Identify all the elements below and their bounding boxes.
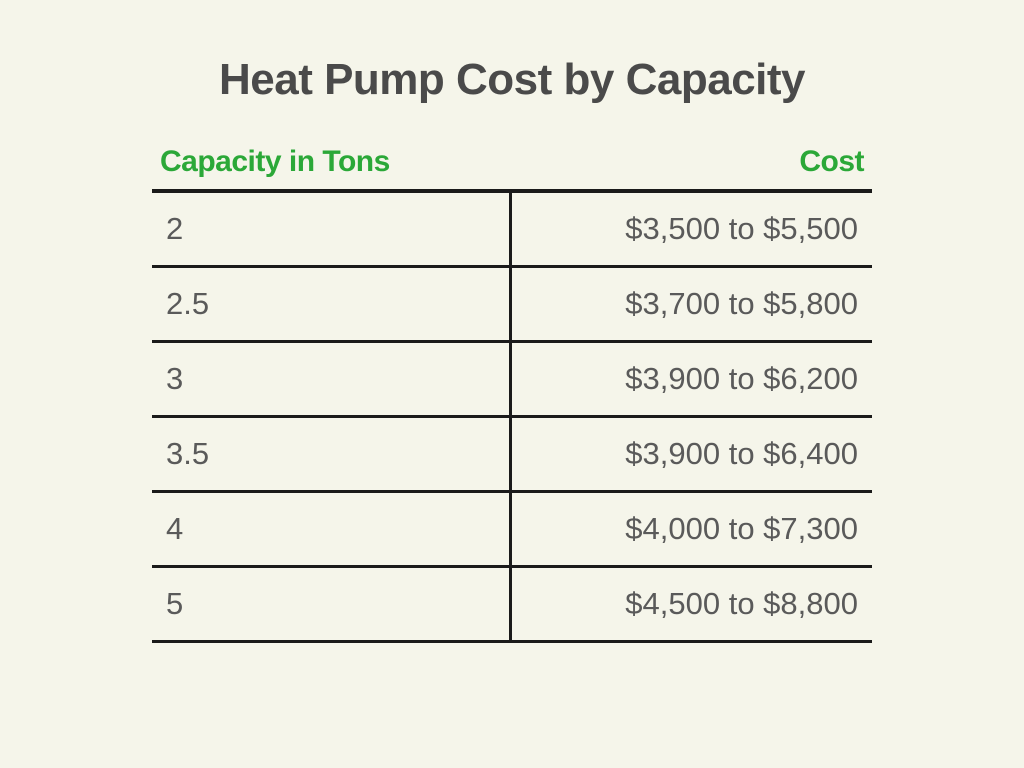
cost-cell: $3,900 to $6,400 — [512, 418, 872, 490]
page-title: Heat Pump Cost by Capacity — [219, 55, 805, 105]
header-cost: Cost — [799, 145, 864, 179]
capacity-cell: 4 — [152, 493, 512, 565]
table-row: 2.5 $3,700 to $5,800 — [152, 268, 872, 343]
cost-cell: $3,700 to $5,800 — [512, 268, 872, 340]
table-row: 3 $3,900 to $6,200 — [152, 343, 872, 418]
table-header: Capacity in Tons Cost — [152, 145, 872, 189]
capacity-cell: 3.5 — [152, 418, 512, 490]
capacity-cell: 2 — [152, 193, 512, 265]
capacity-cell: 5 — [152, 568, 512, 640]
cost-cell: $4,000 to $7,300 — [512, 493, 872, 565]
table-row: 5 $4,500 to $8,800 — [152, 568, 872, 643]
cost-cell: $3,500 to $5,500 — [512, 193, 872, 265]
table-body: 2 $3,500 to $5,500 2.5 $3,700 to $5,800 … — [152, 189, 872, 643]
header-capacity: Capacity in Tons — [160, 145, 390, 179]
cost-table: Capacity in Tons Cost 2 $3,500 to $5,500… — [152, 145, 872, 643]
table-row: 3.5 $3,900 to $6,400 — [152, 418, 872, 493]
cost-cell: $4,500 to $8,800 — [512, 568, 872, 640]
table-row: 4 $4,000 to $7,300 — [152, 493, 872, 568]
capacity-cell: 3 — [152, 343, 512, 415]
cost-cell: $3,900 to $6,200 — [512, 343, 872, 415]
table-row: 2 $3,500 to $5,500 — [152, 193, 872, 268]
capacity-cell: 2.5 — [152, 268, 512, 340]
